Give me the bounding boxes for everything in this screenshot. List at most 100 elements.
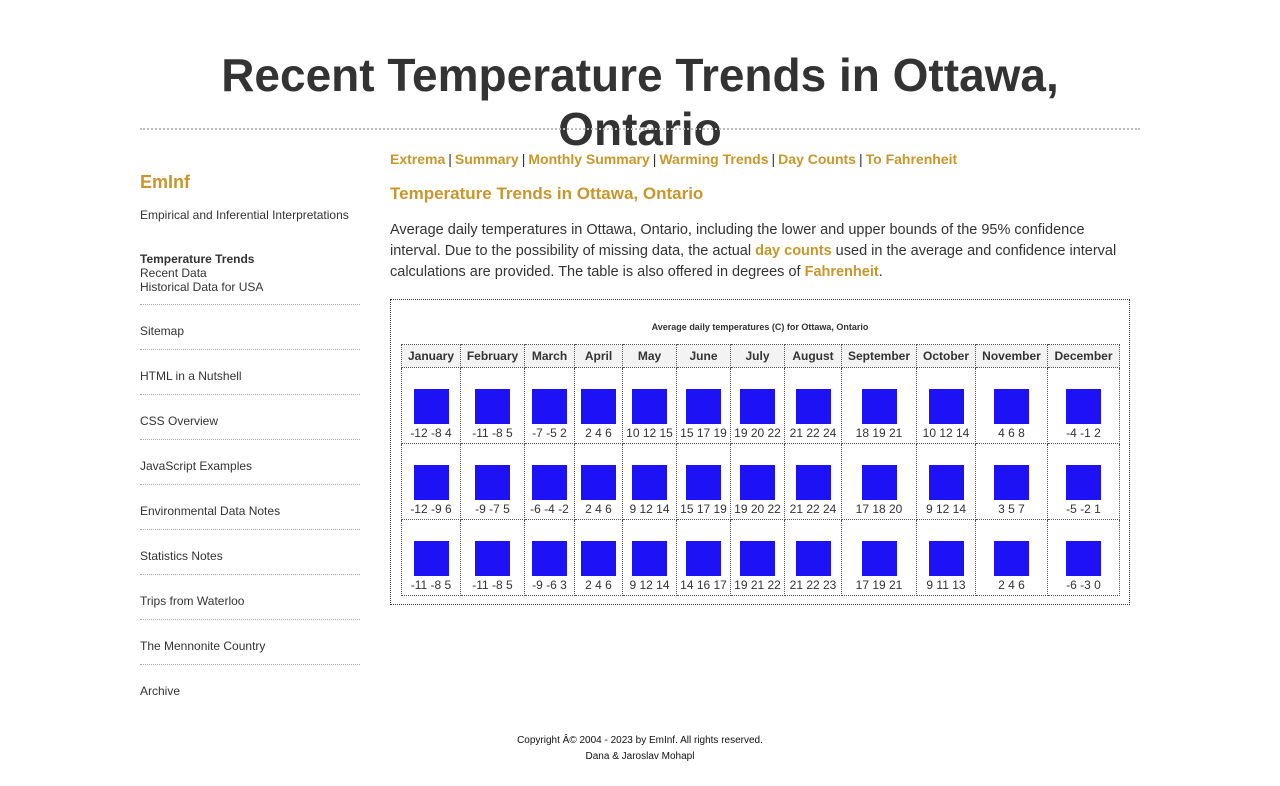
temperature-cell: 2 4 6 [574,367,623,444]
sidebar-link[interactable]: Archive [140,684,181,698]
topnav-to-fahrenheit[interactable]: To Fahrenheit [865,151,958,167]
top-navigation: Extrema | Summary | Monthly Summary | Warming … [390,150,1130,168]
sidebar-current-section: Temperature Trends Recent Data Historica… [140,252,360,305]
temperature-bar [532,465,567,500]
temperature-values: 10 12 15 [626,426,673,440]
temperature-cell: 15 17 19 [676,367,731,444]
sidebar-link[interactable]: Sitemap [140,324,185,338]
temperature-bar [861,389,897,424]
temperature-bar [740,389,775,424]
temperature-values: -11 -8 5 [472,426,513,440]
temperature-bar [795,465,831,500]
temperature-cell: 21 22 24 [784,443,842,520]
temperature-cell: 10 12 14 [916,367,976,444]
temperature-bar [413,465,449,500]
topnav-extrema[interactable]: Extrema [390,151,446,167]
topnav-summary[interactable]: Summary [454,151,519,167]
sidebar-sublink-historical-usa[interactable]: Historical Data for USA [140,280,264,294]
temperature-cell: 17 19 21 [841,519,917,596]
sidebar-item-statistics: Statistics Notes [140,530,360,575]
temperature-bar [686,389,721,424]
temperature-values: 21 22 23 [789,578,837,592]
authors-text: Dana & Jaroslav Mohapl [585,751,695,762]
temperature-values: 19 20 22 [734,502,781,516]
sidebar-link[interactable]: JavaScript Examples [140,459,253,473]
temperature-bar [928,389,964,424]
temperature-table-container: Average daily temperatures (C) for Ottaw… [390,299,1130,605]
temperature-cell: 17 18 20 [841,443,917,520]
sidebar-sublink-recent-data[interactable]: Recent Data [140,266,207,280]
sidebar-link[interactable]: Trips from Waterloo [140,594,245,608]
temperature-bar [475,465,510,500]
temperature-bar [632,465,667,500]
temperature-cell: 18 19 21 [841,367,917,444]
temperature-cell: -4 -1 2 [1047,367,1120,444]
month-header: January [401,344,461,368]
temperature-values: -12 -8 4 [410,426,452,440]
sidebar-item-css: CSS Overview [140,395,360,440]
month-header: July [730,344,785,368]
sidebar-link[interactable]: HTML in a Nutshell [140,369,242,383]
temperature-cell: -7 -5 2 [524,367,575,444]
sidebar-item-archive: Archive [140,665,360,709]
temperature-bar [686,465,721,500]
topnav-separator: | [448,151,452,167]
brand-link[interactable]: EmInf [140,172,191,192]
temperature-bar [994,389,1029,424]
temperature-values: 2 4 6 [998,578,1025,592]
month-header: December [1047,344,1120,368]
temperature-values: -11 -8 5 [410,578,452,592]
month-header: May [622,344,677,368]
temperature-values: 10 12 14 [922,426,970,440]
temperature-values: -6 -4 -2 [530,502,569,516]
temperature-cell: 21 22 24 [784,367,842,444]
table-caption: Average daily temperatures (C) for Ottaw… [651,322,869,332]
sidebar-link[interactable]: Environmental Data Notes [140,504,281,518]
sidebar-link[interactable]: CSS Overview [140,414,219,428]
temperature-cell: 19 20 22 [730,367,785,444]
temperature-bar [581,541,616,576]
page-title: Recent Temperature Trends in Ottawa, Ont… [221,49,1059,155]
temperature-cell: 9 12 14 [622,443,677,520]
temperature-bar [928,465,964,500]
sidebar-item-environmental: Environmental Data Notes [140,485,360,530]
temperature-bar [795,541,831,576]
sidebar-link[interactable]: The Mennonite Country [140,639,266,653]
topnav-separator: | [521,151,526,167]
temperature-cell: 2 4 6 [975,519,1048,596]
temperature-cell: 9 11 13 [916,519,976,596]
month-header-row: January February March April May June July Augu… [401,344,1120,368]
topnav-day-counts[interactable]: Day Counts [778,151,856,167]
topnav-separator: | [858,151,863,167]
temperature-values: 2 4 6 [585,502,612,516]
main-content: Extrema | Summary | Monthly Summary | Warming … [390,150,1130,283]
month-header: October [916,344,976,368]
temperature-cell: -12 -8 4 [401,367,461,444]
temperature-bar [532,389,567,424]
day-counts-link[interactable]: day counts [755,243,832,259]
sidebar-link[interactable]: Statistics Notes [140,549,223,563]
sidebar-item-sitemap: Sitemap [140,305,360,350]
temperature-bar [632,389,667,424]
temperature-bar [413,541,449,576]
intro-paragraph: Average daily temperatures in Ottawa, On… [390,220,1130,283]
temperature-values: 21 22 24 [789,426,837,440]
topnav-warming-trends[interactable]: Warming Trends [659,151,769,167]
temperature-cell: 2 4 6 [574,443,623,520]
temperature-cell: -12 -9 6 [401,443,461,520]
topnav-monthly-summary[interactable]: Monthly Summary [528,151,650,167]
temperature-values: -4 -1 2 [1066,426,1101,440]
temperature-values: 21 22 24 [789,502,837,516]
temperature-bar [413,389,449,424]
temperature-cell: -11 -8 5 [401,519,461,596]
month-header: June [676,344,731,368]
sidebar-item-trips: Trips from Waterloo [140,575,360,620]
temperature-cell: 14 16 17 [676,519,731,596]
temperature-table: January February March April May June July Augu… [401,344,1120,596]
table-row: -11 -8 5 -11 -8 5 -9 -6 3 2 4 6 9 12 14 14 16… [401,519,1120,596]
temperature-cell: 21 22 23 [784,519,842,596]
month-header: November [975,344,1048,368]
fahrenheit-link[interactable]: Fahrenheit [804,264,879,280]
temperature-cell: -11 -8 5 [460,367,525,444]
intro-text: Average daily temperatures in Ottawa, On… [390,222,1085,259]
